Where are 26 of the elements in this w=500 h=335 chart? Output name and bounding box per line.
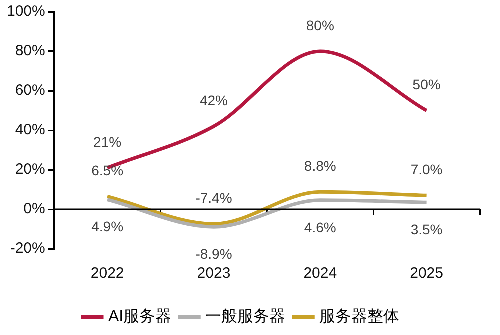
y-tick-label: 20% xyxy=(15,161,46,178)
text: 50% xyxy=(412,76,441,93)
text: 6.5% xyxy=(92,162,124,179)
text: 7.0% xyxy=(410,162,443,178)
y-tick-label: 60% xyxy=(15,82,46,100)
y-tick-label: 40% xyxy=(15,122,46,139)
y-tick-label: 80% xyxy=(15,42,46,60)
text: 4.9% xyxy=(92,218,124,235)
legend-label: 一般服务器 xyxy=(206,308,286,326)
legend-label: 服务器整体 xyxy=(320,308,400,326)
y-tick-label: 100% xyxy=(6,3,46,20)
text: 80% xyxy=(306,17,334,34)
x-tick-label: 2024 xyxy=(304,265,338,282)
x-tick-label: 2022 xyxy=(90,265,124,282)
text: -8.9% xyxy=(196,246,232,262)
y-tick-label: 0% xyxy=(24,200,46,218)
text: 3.5% xyxy=(410,221,443,238)
text: 4.6% xyxy=(304,219,336,236)
legend-label: AI服务器 xyxy=(108,308,172,326)
text: 42% xyxy=(200,92,228,108)
x-tick-label: 2025 xyxy=(410,265,444,282)
x-tick-label: 2023 xyxy=(197,265,231,282)
text: -7.4% xyxy=(196,190,232,206)
text: 21% xyxy=(94,134,122,150)
text: 8.8% xyxy=(304,158,336,174)
y-tick-label: -20% xyxy=(10,240,46,258)
